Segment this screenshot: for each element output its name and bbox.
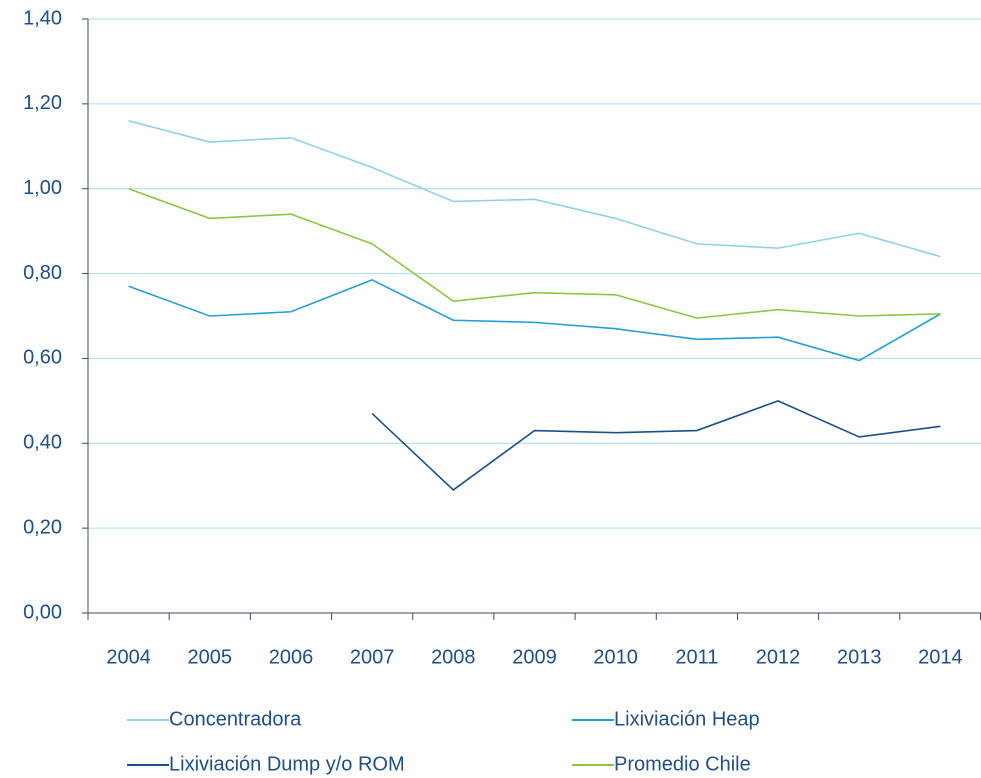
legend-label: Lixiviación Heap: [614, 708, 760, 730]
x-tick-label: 2004: [106, 646, 151, 668]
legend-label: Concentradora: [169, 708, 302, 730]
x-tick-label: 2006: [269, 646, 314, 668]
x-tick-label: 2013: [837, 646, 882, 668]
y-tick-label: 0,80: [23, 262, 62, 284]
y-tick-label: 0,60: [23, 347, 62, 369]
series-line: [128, 279, 941, 362]
legend-label: Promedio Chile: [614, 753, 751, 775]
y-tick-label: 0,40: [23, 432, 62, 454]
x-tick-label: 2009: [512, 646, 557, 668]
x-tick-label: 2008: [431, 646, 476, 668]
legend-label: Lixiviación Dump y/o ROM: [169, 753, 405, 775]
x-tick-label: 2007: [350, 646, 395, 668]
y-tick-label: 1,20: [23, 92, 62, 114]
x-tick-label: 2014: [918, 646, 963, 668]
x-tick-label: 2010: [593, 646, 638, 668]
series-line: [128, 120, 941, 258]
y-tick-label: 0,20: [23, 516, 62, 538]
series-line: [371, 399, 941, 491]
y-tick-label: 1,00: [23, 177, 62, 199]
series-line: [128, 187, 941, 319]
x-tick-label: 2012: [756, 646, 801, 668]
y-tick-label: 0,00: [23, 601, 62, 623]
x-tick-label: 2005: [188, 646, 233, 668]
x-tick-label: 2011: [675, 646, 718, 668]
y-tick-label: 1,40: [23, 7, 62, 29]
